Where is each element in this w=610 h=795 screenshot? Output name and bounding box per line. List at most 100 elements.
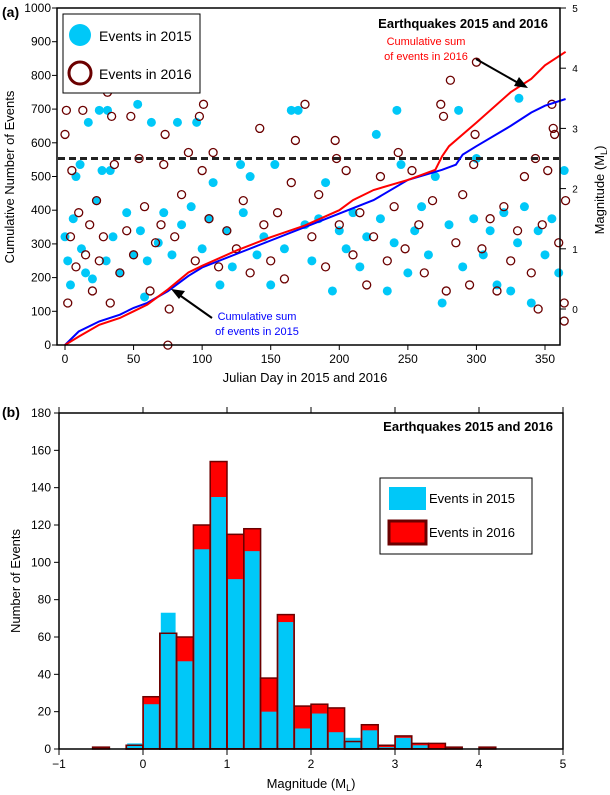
y-tick-label: 20 [38,705,52,719]
panel-b-label: (b) [2,404,20,420]
y2-tick-label: 0 [572,305,578,316]
point-2015 [454,105,464,115]
point-2016 [286,177,296,188]
point-2015 [76,244,86,254]
point-2015 [105,166,115,176]
x-tick-label: 250 [398,352,418,366]
point-2015 [63,256,73,266]
point-2016 [245,268,255,278]
x-tick-label: 0 [62,352,69,366]
bar-2015 [211,497,226,748]
point-2016 [87,286,98,296]
point-2015 [115,268,125,278]
y-tick-label: 100 [31,304,51,318]
point-2016 [164,304,174,314]
point-2015 [554,268,564,278]
point-2016 [549,129,560,140]
point-2015 [68,214,78,224]
point-2015 [444,220,454,230]
point-2015 [177,220,187,230]
point-2016 [512,226,523,236]
bar-2015 [345,737,361,748]
point-2015 [341,244,351,254]
point-2015 [81,268,91,278]
point-2015 [108,232,118,242]
point-2016 [436,99,446,109]
point-2015 [286,105,296,115]
point-2015 [392,105,402,115]
point-2016 [375,171,386,182]
y-tick-label: 40 [38,667,52,681]
point-2015 [97,166,107,176]
y-tick-label: 800 [31,68,51,82]
point-2015 [410,226,420,236]
point-2016 [526,268,536,278]
panel-b-xlabel: Magnitude (ML) [267,776,356,793]
y-tick-label: 60 [38,630,52,644]
legend-a: Events in 2015 Events in 2016 [62,13,201,94]
point-2016 [554,238,564,248]
point-2015 [526,298,536,308]
point-2016 [314,189,324,200]
point-2016 [194,111,205,122]
panel-a-y2label: Magnitude (ML) [592,146,609,235]
point-2016 [492,286,502,296]
point-2015 [417,202,427,212]
point-2016 [67,165,77,176]
point-2016 [469,159,479,170]
point-2016 [414,220,424,230]
point-2016 [198,99,209,109]
point-2016 [208,147,218,158]
point-2016 [213,262,224,272]
point-2016 [109,159,120,170]
point-2015 [75,160,85,170]
point-2016 [389,202,399,212]
point-2016 [382,256,392,266]
point-2015 [94,105,104,115]
x-tick-label: 200 [329,352,349,366]
point-2016 [543,165,553,176]
arrowhead-2015 [171,289,185,299]
point-2016 [560,195,571,206]
point-2015 [103,105,113,115]
point-2015 [506,286,516,296]
point-2016 [78,105,88,115]
panel-a-frame [56,7,561,346]
y-tick-label: 0 [44,338,51,352]
point-2016 [259,220,269,230]
point-2016 [159,159,169,170]
point-2016 [85,220,95,230]
point-2015 [129,250,139,260]
point-2016 [407,165,417,176]
point-2015 [238,208,248,218]
y2-tick-label: 3 [572,124,578,135]
point-2015 [559,166,569,176]
point-2016 [499,202,509,212]
point-2015 [362,232,372,242]
point-2016 [427,195,438,206]
point-2016 [183,147,194,158]
panel-a-xlabel: Julian Day in 2015 and 2016 [223,370,388,385]
point-2015 [547,214,557,224]
panel-a-label: (a) [2,4,19,20]
point-2015 [396,160,406,170]
point-2016 [400,244,410,254]
point-2015 [389,238,399,248]
point-2016 [485,214,495,224]
y-tick-label: 120 [31,518,51,532]
legend-b-2016-swatch [387,519,428,546]
point-2015 [135,226,145,236]
y-tick-label: 900 [31,35,51,49]
panel-b-frame [58,412,564,750]
point-2016 [61,105,72,115]
x-tick-label: 1 [224,757,231,771]
point-2016 [272,208,283,218]
point-2015 [293,105,303,115]
bar-2015 [396,737,411,748]
point-2016 [71,262,81,272]
point-2016 [115,268,125,278]
point-2016 [320,262,331,272]
bar-2016 [427,742,447,750]
point-2015 [236,160,246,170]
point-2016 [330,135,340,146]
